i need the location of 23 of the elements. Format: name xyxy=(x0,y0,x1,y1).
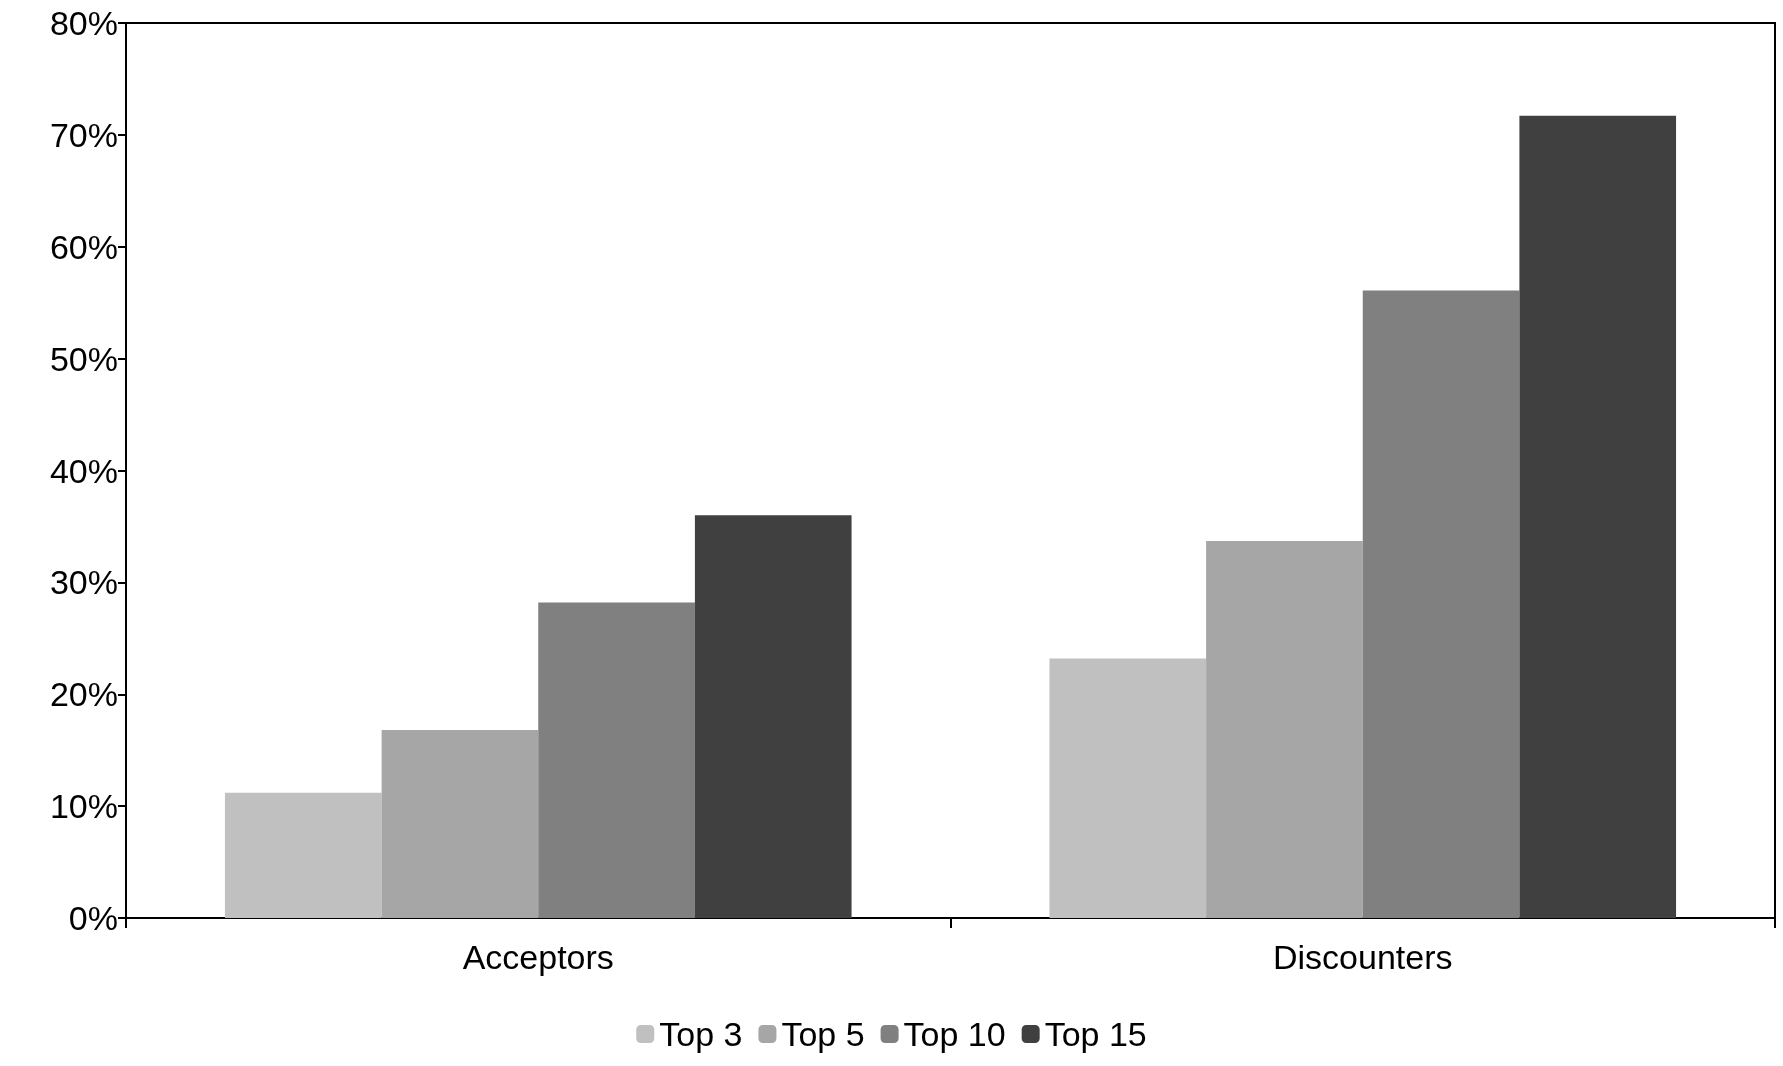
bar xyxy=(694,515,852,918)
legend-label: Top 3 xyxy=(659,1015,743,1053)
y-tick-label: 70% xyxy=(49,115,118,154)
bar xyxy=(1049,658,1207,918)
bar xyxy=(538,602,695,918)
legend-label: Top 10 xyxy=(903,1015,1006,1053)
y-tick-label: 20% xyxy=(49,675,118,714)
y-tick-label: 0% xyxy=(68,899,118,937)
bar xyxy=(1206,540,1363,918)
y-tick-label: 80% xyxy=(49,4,118,42)
y-tick-label: 30% xyxy=(49,563,118,602)
bar xyxy=(224,792,382,918)
bar xyxy=(1519,115,1677,918)
y-tick-label: 10% xyxy=(49,787,118,826)
legend-label: Top 5 xyxy=(781,1015,865,1053)
y-tick-label: 60% xyxy=(49,227,118,266)
y-tick-label: 50% xyxy=(49,339,118,378)
x-tick-label: Acceptors xyxy=(462,938,614,976)
x-tick-label: Discounters xyxy=(1272,938,1453,976)
legend-label: Top 15 xyxy=(1044,1015,1147,1053)
y-tick-label: 40% xyxy=(49,451,118,490)
bar xyxy=(1362,290,1520,918)
bar xyxy=(381,730,539,918)
